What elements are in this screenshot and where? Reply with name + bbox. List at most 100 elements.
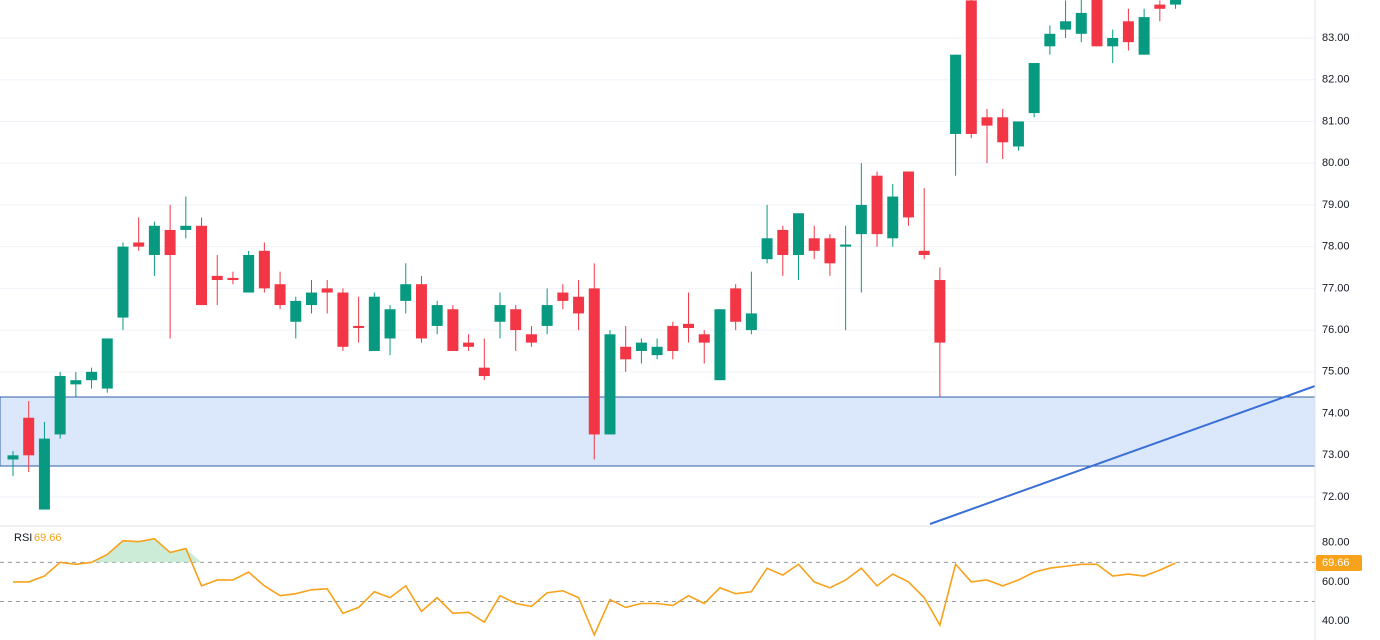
rsi-title: RSI: [14, 532, 32, 544]
candle-body: [337, 292, 349, 347]
candle-body: [211, 275, 223, 281]
candle-body: [965, 0, 977, 134]
candle-body: [1138, 17, 1150, 55]
candle-body: [384, 309, 396, 339]
rsi-tick-label: 40.00: [1322, 615, 1350, 627]
candle-body: [1122, 21, 1134, 43]
candle-body: [368, 296, 380, 351]
rsi-tick-label: 80.00: [1322, 537, 1350, 549]
candle-body: [70, 380, 82, 385]
candle-body: [902, 171, 914, 218]
candle-body: [510, 309, 522, 331]
rsi-tick-label: 60.00: [1322, 576, 1350, 588]
y-tick-label: 83.00: [1322, 32, 1350, 44]
candle-body: [400, 284, 412, 301]
candle-body: [1060, 21, 1072, 30]
candle-body: [1075, 12, 1087, 34]
candle-body: [557, 292, 569, 301]
candle-body: [1154, 4, 1166, 9]
candle-body: [133, 242, 145, 247]
y-tick-label: 77.00: [1322, 282, 1350, 294]
candle-body: [950, 54, 962, 134]
candle-body: [447, 309, 459, 351]
candle-body: [290, 300, 302, 322]
candle-body: [855, 204, 867, 235]
y-tick-label: 75.00: [1322, 366, 1350, 378]
candle-body: [981, 117, 993, 126]
candle-body: [196, 225, 208, 306]
candle-body: [38, 438, 50, 510]
candle-body: [698, 334, 710, 343]
rsi-legend-value: 69.66: [34, 532, 62, 544]
candle-body: [1012, 121, 1024, 147]
candle-body: [494, 305, 506, 322]
candle-body: [227, 277, 239, 281]
candle-body: [415, 284, 427, 339]
y-tick-label: 76.00: [1322, 324, 1350, 336]
candle-body: [525, 334, 537, 343]
candle-body: [274, 284, 286, 306]
y-tick-label: 79.00: [1322, 199, 1350, 211]
candle-body: [86, 371, 98, 381]
y-tick-label: 74.00: [1322, 407, 1350, 419]
y-tick-label: 81.00: [1322, 115, 1350, 127]
candle-body: [117, 246, 129, 318]
candle-body: [7, 455, 19, 460]
candle-body: [305, 292, 317, 306]
candle-body: [620, 346, 632, 360]
candle-body: [777, 229, 789, 255]
candle-body: [934, 280, 946, 343]
candle-body: [1170, 0, 1182, 5]
candle-body: [164, 229, 176, 255]
candle-body: [1107, 37, 1119, 47]
candle-body: [683, 323, 695, 329]
candle-body: [101, 338, 113, 389]
candle-body: [887, 196, 899, 239]
y-tick-label: 78.00: [1322, 241, 1350, 253]
y-tick-label: 72.00: [1322, 491, 1350, 503]
candle-body: [871, 175, 883, 235]
candle-body: [997, 117, 1009, 143]
candle-body: [478, 367, 490, 377]
candle-body: [745, 313, 757, 331]
candle-body: [23, 417, 35, 456]
trend-line: [929, 385, 1316, 525]
y-tick-label: 73.00: [1322, 449, 1350, 461]
candle-body: [258, 250, 270, 289]
y-tick-label: 82.00: [1322, 74, 1350, 86]
last-value-label: 69.66: [1322, 557, 1350, 569]
candle-body: [604, 334, 616, 435]
candle-body: [761, 238, 773, 260]
candle-body: [667, 325, 679, 351]
candle-body: [730, 288, 742, 322]
candle-body: [588, 288, 600, 435]
y-tick-label: 80.00: [1322, 157, 1350, 169]
candle-body: [714, 309, 726, 381]
zone: [0, 396, 1316, 467]
candle-body: [243, 254, 255, 293]
candle-body: [321, 288, 333, 293]
candle-body: [793, 213, 804, 255]
candle-body: [54, 376, 66, 435]
candle-body: [808, 238, 820, 251]
last-value-badge: [1316, 554, 1362, 571]
candle-body: [1028, 63, 1040, 114]
candle-body: [651, 346, 663, 356]
candle-body: [918, 250, 930, 255]
candle-body: [353, 325, 365, 329]
marks: [7, 0, 1182, 637]
candle-body: [463, 342, 475, 347]
candle-body: [180, 225, 192, 230]
candle-body: [573, 296, 585, 314]
candle-body: [840, 244, 852, 247]
candle-body: [824, 238, 836, 264]
candle-body: [1044, 33, 1056, 47]
candle-body: [431, 305, 443, 326]
candle-body: [635, 342, 647, 351]
candle-body: [1091, 0, 1103, 47]
rsi-line: [13, 537, 1176, 637]
candle-body: [148, 225, 160, 255]
